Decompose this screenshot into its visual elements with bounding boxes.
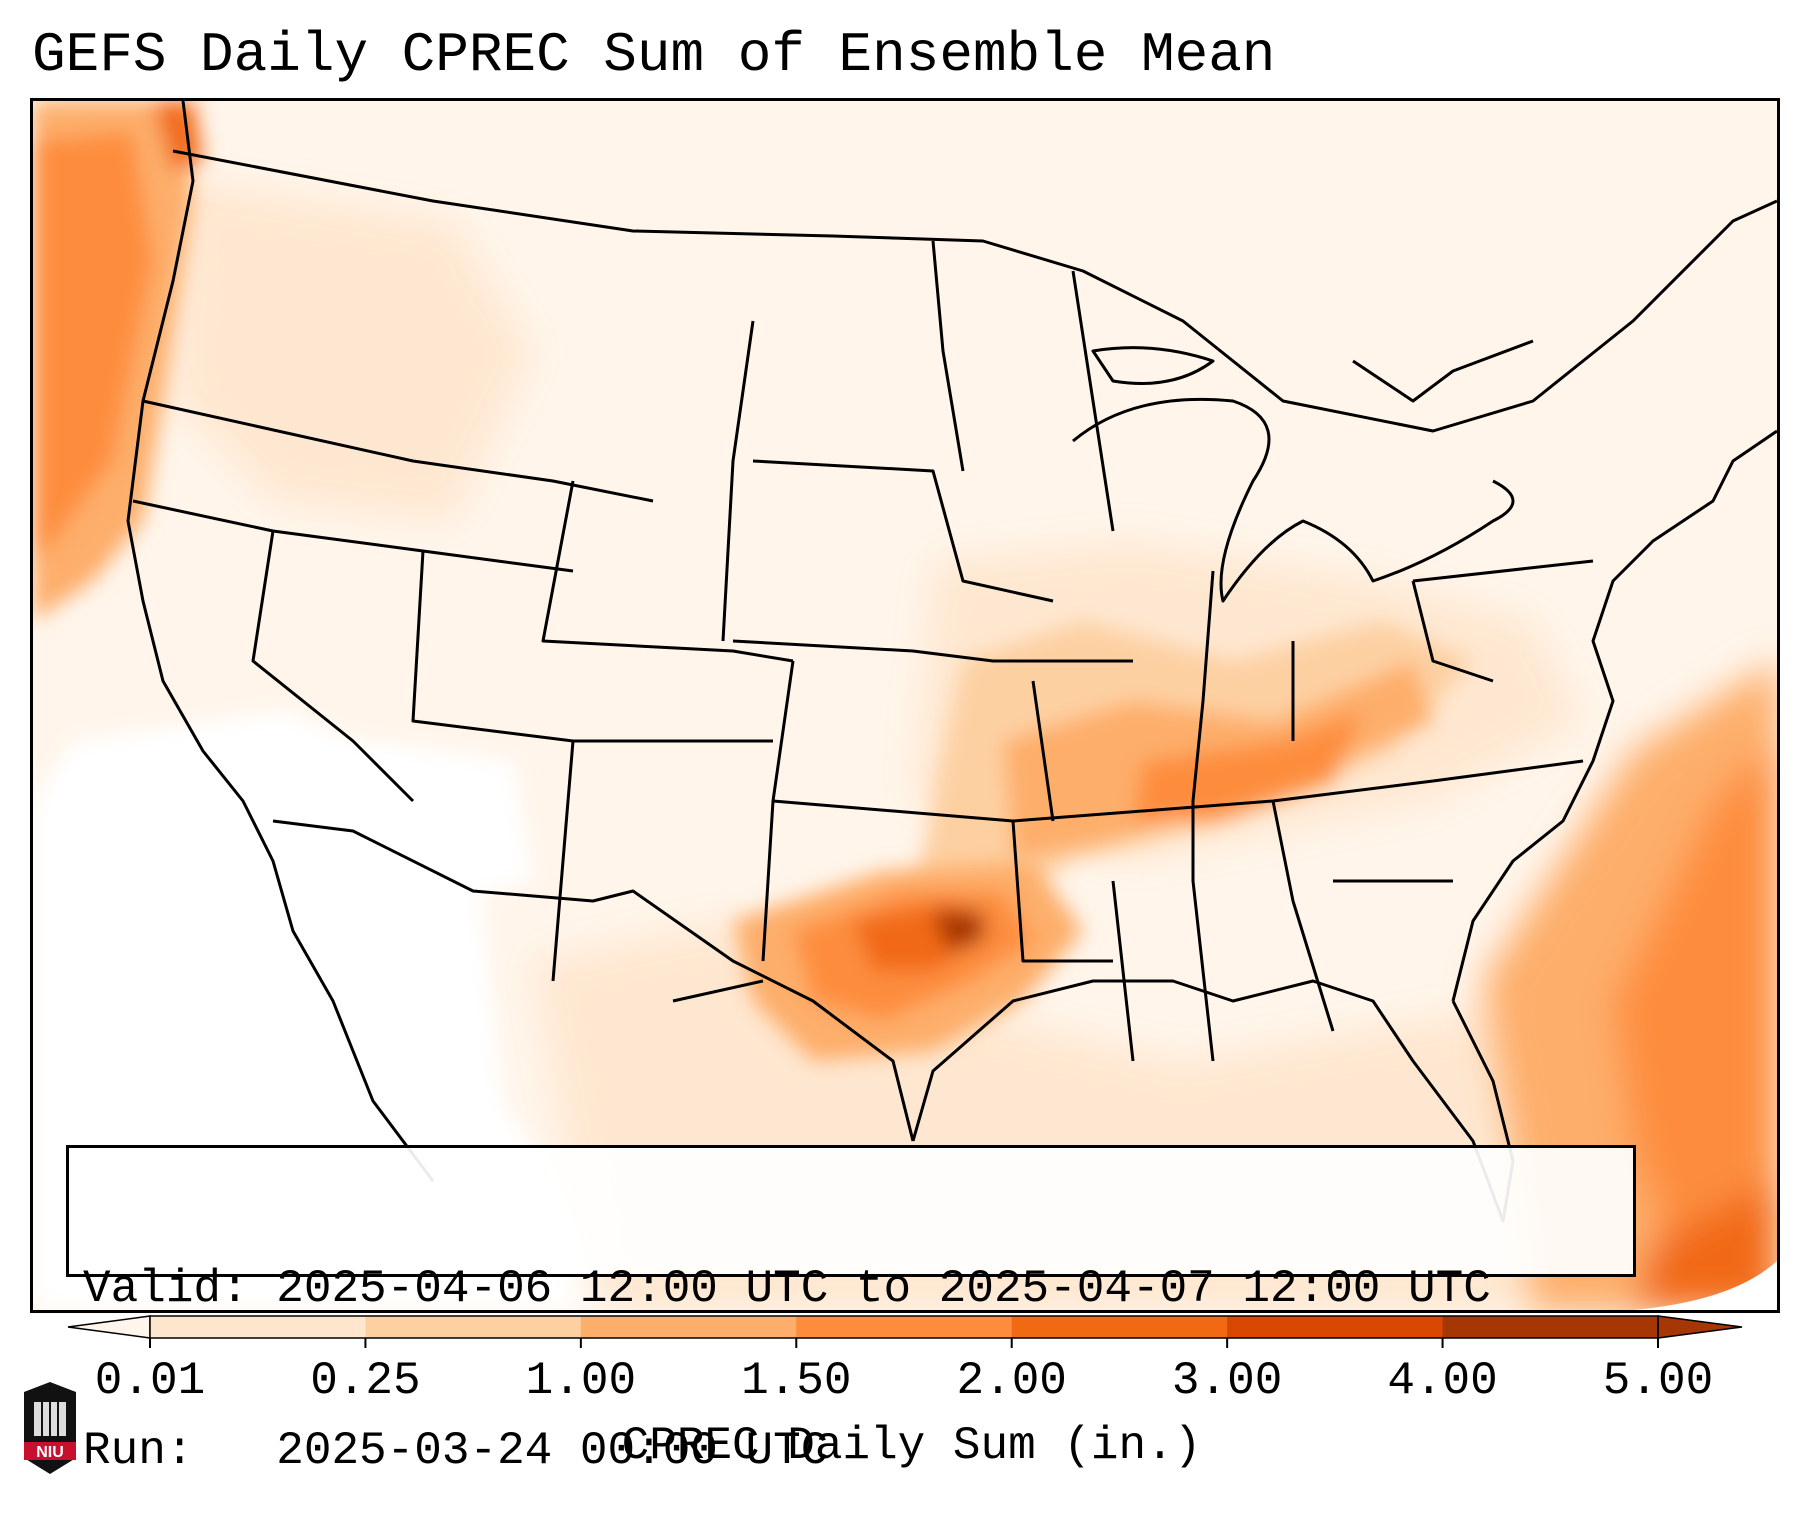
colorbar-tick-label: 3.00 <box>1171 1355 1283 1407</box>
colorbar-tick-label: 4.00 <box>1387 1355 1498 1407</box>
colorbar-ticks <box>149 1338 1659 1348</box>
colorbar-title: CPREC Daily Sum (in.) <box>621 1420 1202 1472</box>
colorbar-segment <box>365 1316 582 1338</box>
colorbar-segments <box>67 1315 1743 1339</box>
southern-plains-max <box>733 861 1083 1061</box>
valid-time-text: Valid: 2025-04-06 12:00 UTC to 2025-04-0… <box>83 1263 1491 1315</box>
colorbar-segment <box>1227 1316 1444 1338</box>
colorbar-segment <box>1442 1316 1659 1338</box>
colorbar-extend-max <box>1657 1315 1743 1339</box>
political-boundaries <box>126 101 1777 1223</box>
central-band <box>913 621 1473 921</box>
niu-logo: NIU <box>24 1382 76 1474</box>
east-coastline <box>1451 429 1777 1002</box>
run-time-text: Run: 2025-03-24 00:00 UTC <box>83 1425 829 1477</box>
logo-text: NIU <box>36 1444 64 1461</box>
us-mexico-border <box>272 819 915 1142</box>
colorbar-tick-label: 1.00 <box>525 1355 637 1407</box>
us-canada-border <box>172 149 1777 433</box>
projection-edge <box>1633 1261 1777 1310</box>
map-title: GEFS Daily CPREC Sum of Ensemble Mean <box>32 23 1276 87</box>
map-panel[interactable] <box>30 98 1780 1313</box>
colorbar-extend-min <box>67 1315 151 1339</box>
colorbar-tick-label: 1.50 <box>741 1355 852 1407</box>
colorbar-tick-label: 2.00 <box>956 1355 1067 1407</box>
colorbar-segment <box>580 1316 797 1338</box>
colorbar-tick-label: 0.25 <box>310 1355 421 1407</box>
colorbar-segment <box>796 1316 1013 1338</box>
great-lakes <box>1072 397 1515 603</box>
valid-run-info-box: Valid: 2025-04-06 12:00 UTC to 2025-04-0… <box>66 1145 1636 1477</box>
west-coastline <box>126 101 435 1182</box>
colorbar-outline <box>149 1315 1659 1339</box>
colorbar <box>67 1315 1743 1348</box>
colorbar-tick-label: 5.00 <box>1602 1355 1714 1407</box>
colorbar-segment <box>1011 1316 1228 1338</box>
precip-map <box>33 101 1777 1310</box>
colorbar-segment <box>150 1316 366 1338</box>
colorbar-tick-label: 0.01 <box>94 1355 206 1407</box>
